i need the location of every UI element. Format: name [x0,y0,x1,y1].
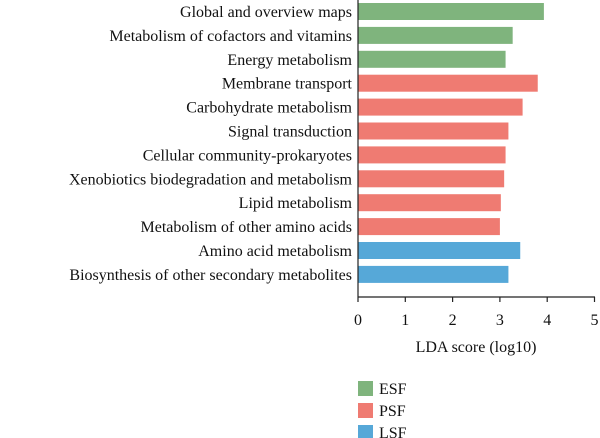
x-tick-label: 3 [496,312,504,329]
category-label: Biosynthesis of other secondary metaboli… [69,267,352,284]
bar-signal-transduction [358,122,509,140]
x-tick-label: 4 [543,312,551,329]
category-label: Metabolism of other amino acids [140,219,352,236]
bars-group [358,3,544,283]
x-tick-label: 2 [449,312,457,329]
category-label: Signal transduction [228,124,352,141]
x-tick-label: 0 [354,312,362,329]
category-label: Lipid metabolism [239,195,353,212]
legend-swatch-psf [358,403,373,418]
category-label: Cellular community-prokaryotes [143,147,352,164]
legend-swatch-lsf [358,425,373,438]
x-axis-title: LDA score (log10) [416,339,537,356]
category-label: Global and overview maps [180,4,352,21]
legend: ESF PSF LSF [358,381,407,438]
category-label: Amino acid metabolism [198,243,352,260]
bar-metabolism-of-other-amino-acids [358,218,500,236]
bar-biosynthesis-of-other-secondary-metabolites [358,265,509,283]
category-label: Energy metabolism [227,52,352,69]
bar-membrane-transport [358,74,538,92]
category-label: Xenobiotics biodegradation and metabolis… [69,171,353,188]
legend-label-esf: ESF [379,381,407,398]
bar-xenobiotics-biodegradation-and-metabolism [358,170,505,188]
category-labels: Global and overview maps Metabolism of co… [69,4,353,284]
category-label: Metabolism of cofactors and vitamins [109,28,352,45]
x-tick-label: 1 [401,312,409,329]
legend-swatch-esf [358,381,373,396]
bar-energy-metabolism [358,50,506,68]
bar-carbohydrate-metabolism [358,98,523,116]
legend-label-lsf: LSF [379,425,407,438]
bar-cellular-community-prokaryotes [358,146,506,164]
bar-amino-acid-metabolism [358,242,521,259]
legend-label-psf: PSF [379,403,406,420]
x-tick-label: 5 [591,312,599,329]
category-label: Membrane transport [222,76,353,93]
x-axis-ticks: 0 1 2 3 4 5 [354,297,599,329]
bar-metabolism-of-cofactors-and-vitamins [358,26,513,44]
category-label: Carbohydrate metabolism [186,100,352,117]
bar-global-and-overview-maps [358,3,544,20]
bar-lipid-metabolism [358,194,501,212]
